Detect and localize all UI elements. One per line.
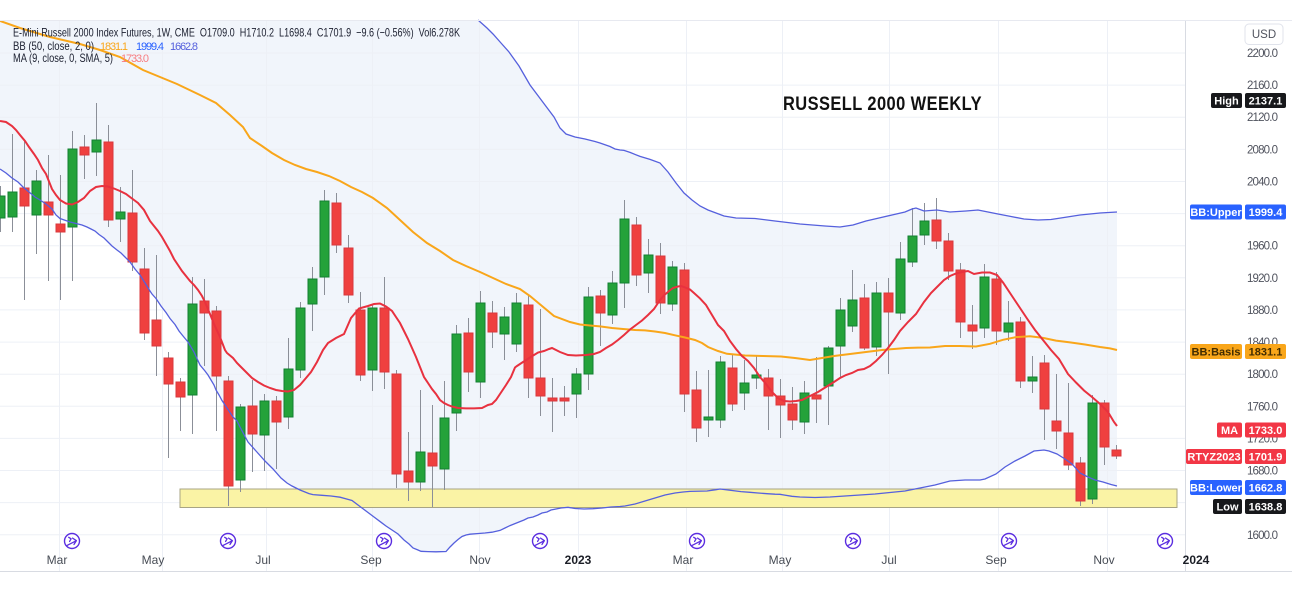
svg-text:1880.0: 1880.0 bbox=[1247, 305, 1278, 317]
svg-text:1662.8: 1662.8 bbox=[170, 41, 198, 53]
svg-text:High: High bbox=[1214, 95, 1239, 107]
svg-text:Nov: Nov bbox=[469, 553, 490, 567]
svg-text:2137.1: 2137.1 bbox=[1249, 95, 1283, 107]
svg-text:USD: USD bbox=[1252, 29, 1276, 41]
svg-text:1701.9: 1701.9 bbox=[1249, 451, 1283, 463]
svg-text:2040.0: 2040.0 bbox=[1247, 177, 1278, 189]
svg-text:2024: 2024 bbox=[1183, 553, 1210, 567]
svg-text:Jul: Jul bbox=[255, 553, 270, 567]
svg-text:MA (9, close, 0, SMA, 5): MA (9, close, 0, SMA, 5) bbox=[13, 51, 113, 65]
svg-text:2080.0: 2080.0 bbox=[1247, 144, 1278, 156]
svg-text:Sep: Sep bbox=[985, 553, 1007, 567]
svg-text:BB (50, close, 2, 0): BB (50, close, 2, 0) bbox=[13, 39, 94, 53]
svg-text:1733.0: 1733.0 bbox=[121, 53, 149, 65]
svg-text:1831.1: 1831.1 bbox=[1249, 346, 1283, 358]
svg-text:2023: 2023 bbox=[565, 553, 592, 567]
svg-text:RUSSELL 2000 WEEKLY: RUSSELL 2000 WEEKLY bbox=[783, 94, 982, 115]
svg-text:RTYZ2023: RTYZ2023 bbox=[1187, 451, 1240, 463]
svg-text:1999.4: 1999.4 bbox=[1249, 207, 1284, 219]
svg-text:1600.0: 1600.0 bbox=[1247, 530, 1278, 542]
svg-text:BB:Upper: BB:Upper bbox=[1190, 207, 1242, 219]
svg-text:MA: MA bbox=[1221, 425, 1238, 437]
svg-text:BB:Lower: BB:Lower bbox=[1190, 482, 1243, 494]
svg-text:1800.0: 1800.0 bbox=[1247, 369, 1278, 381]
svg-text:BB:Basis: BB:Basis bbox=[1192, 346, 1241, 358]
svg-text:2160.0: 2160.0 bbox=[1247, 80, 1278, 92]
svg-text:Sep: Sep bbox=[360, 553, 382, 567]
svg-text:1960.0: 1960.0 bbox=[1247, 241, 1278, 253]
svg-text:E-Mini Russell 2000 Index Futu: E-Mini Russell 2000 Index Futures, 1W, C… bbox=[13, 26, 460, 40]
svg-text:1831.1: 1831.1 bbox=[100, 41, 128, 53]
svg-text:2200.0: 2200.0 bbox=[1247, 48, 1278, 60]
svg-text:May: May bbox=[142, 553, 165, 567]
svg-text:2120.0: 2120.0 bbox=[1247, 112, 1278, 124]
svg-text:1920.0: 1920.0 bbox=[1247, 273, 1278, 285]
svg-text:1760.0: 1760.0 bbox=[1247, 401, 1278, 413]
svg-text:Low: Low bbox=[1217, 501, 1239, 513]
svg-text:Mar: Mar bbox=[673, 553, 694, 567]
svg-text:1638.8: 1638.8 bbox=[1249, 501, 1283, 513]
svg-text:May: May bbox=[769, 553, 792, 567]
svg-text:Jul: Jul bbox=[881, 553, 896, 567]
svg-text:1680.0: 1680.0 bbox=[1247, 466, 1278, 478]
svg-text:1733.0: 1733.0 bbox=[1249, 425, 1283, 437]
svg-text:1662.8: 1662.8 bbox=[1249, 482, 1283, 494]
svg-text:Mar: Mar bbox=[47, 553, 68, 567]
svg-text:1999.4: 1999.4 bbox=[136, 41, 164, 53]
svg-text:Nov: Nov bbox=[1093, 553, 1114, 567]
